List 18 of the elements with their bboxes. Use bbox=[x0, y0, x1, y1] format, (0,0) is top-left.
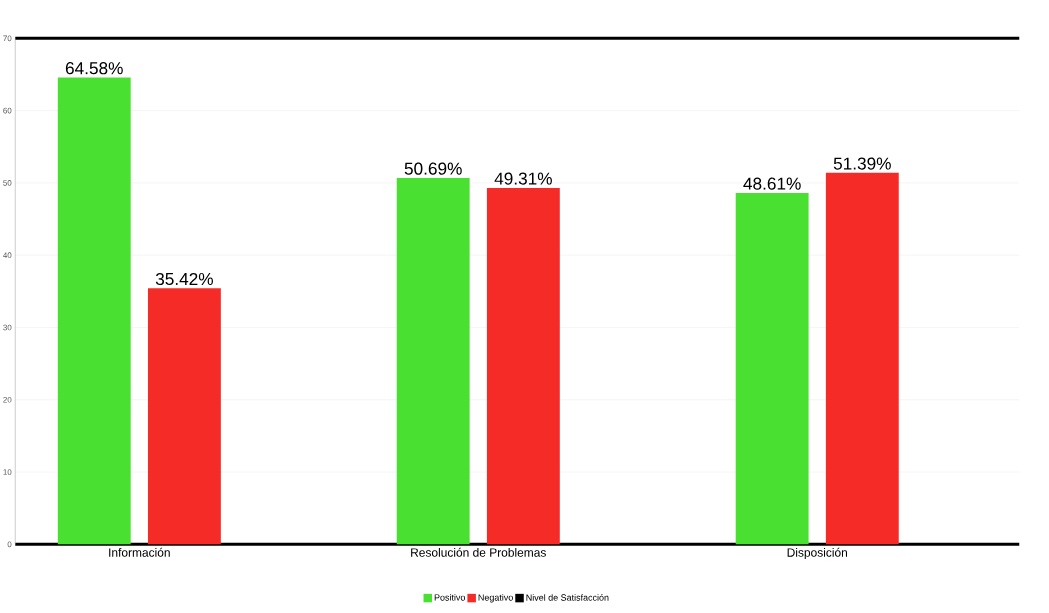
x-tick-label: Resolución de Problemas bbox=[411, 547, 546, 557]
data-label: 64.58% bbox=[65, 62, 123, 75]
bar bbox=[396, 177, 470, 545]
bar bbox=[486, 187, 560, 545]
bar bbox=[825, 172, 899, 545]
data-label: 35.42% bbox=[155, 272, 213, 286]
legend-label: Positivo bbox=[434, 594, 466, 601]
data-label: 49.31% bbox=[494, 172, 552, 185]
x-tick-label: Información bbox=[109, 547, 170, 557]
legend-label: Negativo bbox=[478, 594, 513, 603]
x-tick-label: Disposición bbox=[787, 547, 848, 560]
bar bbox=[57, 77, 131, 545]
data-label: 48.61% bbox=[743, 177, 801, 190]
data-label: 51.39% bbox=[833, 157, 891, 170]
legend-label: Nivel de Satisfacción bbox=[526, 594, 609, 601]
data-label: 50.69% bbox=[404, 162, 462, 175]
bar bbox=[735, 192, 809, 545]
bar bbox=[147, 288, 221, 545]
